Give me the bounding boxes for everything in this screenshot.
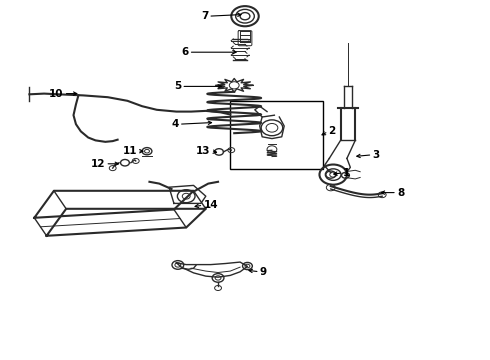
Bar (230, 101, 323, 169)
Text: 1: 1 (343, 168, 350, 178)
Text: 3: 3 (372, 150, 380, 160)
Text: 13: 13 (196, 146, 211, 156)
Text: 14: 14 (203, 200, 218, 210)
Text: 5: 5 (174, 81, 181, 91)
Text: 10: 10 (49, 89, 64, 99)
Text: 4: 4 (172, 119, 179, 129)
Text: 6: 6 (181, 47, 189, 57)
Text: 12: 12 (91, 159, 105, 169)
Text: 2: 2 (328, 126, 336, 136)
Text: 7: 7 (201, 11, 208, 21)
Text: 9: 9 (260, 267, 267, 277)
Text: 8: 8 (397, 188, 404, 198)
Text: 11: 11 (122, 146, 137, 156)
